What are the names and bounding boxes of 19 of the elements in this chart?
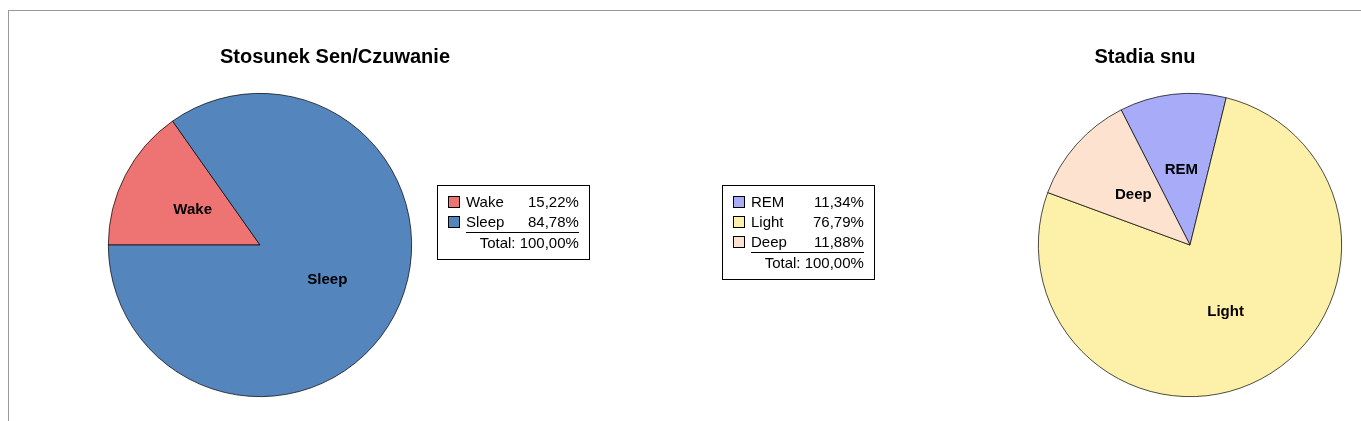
legend-label: Deep [751,232,788,252]
legend-label: Light [751,212,785,232]
data-label: 84,78% [528,212,579,232]
text: Total: 100,00% [751,252,864,273]
slice-label: Deep [1114,184,1152,202]
data-label: 15,22% [528,192,579,212]
legend-label: REM [751,192,786,212]
legend-label: Wake [466,192,505,212]
text: Total: 100,00% [466,232,579,253]
chart-title: Stadia snu [1093,45,1197,68]
data-label: 76,79% [813,212,864,232]
slice-label: REM [1164,159,1198,177]
slice-label: Light [1207,302,1244,320]
slice-label: Sleep [307,270,348,288]
data-label: 11,88% [813,232,864,252]
legend-label: Sleep [466,212,506,232]
chart-title: Stosunek Sen/Czuwanie [218,45,452,68]
data-label: 11,34% [813,192,864,212]
slice-label: Wake [173,200,212,218]
